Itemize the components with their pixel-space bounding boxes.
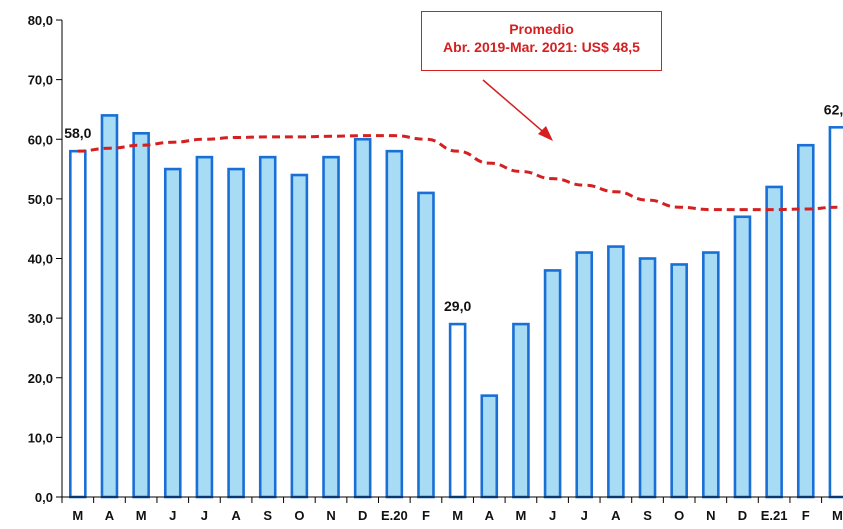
highlighted-bar	[828, 126, 843, 499]
y-tick-label: 70,0	[28, 73, 53, 88]
callout-arrow-head	[538, 126, 553, 141]
data-label: 29,0	[444, 298, 471, 314]
average-callout-box: Promedio Abr. 2019-Mar. 2021: US$ 48,5	[421, 11, 662, 71]
x-tick-label: M	[72, 508, 83, 523]
x-tick-label: S	[643, 508, 652, 523]
highlighted-bar	[69, 149, 87, 499]
bar	[796, 143, 815, 499]
y-tick-label: 50,0	[28, 192, 53, 207]
bar	[227, 167, 245, 499]
callout-arrow-line	[482, 79, 549, 137]
callout-arrow	[482, 79, 553, 141]
bar	[100, 114, 119, 499]
bar	[480, 394, 499, 499]
x-tick-label: J	[549, 508, 556, 523]
y-tick-label: 40,0	[28, 252, 53, 267]
highlighted-bar	[448, 322, 467, 499]
callout-subtitle: Abr. 2019-Mar. 2021: US$ 48,5	[443, 39, 640, 55]
x-tick-label: S	[263, 508, 272, 523]
bar	[575, 251, 594, 499]
x-tick-label: J	[201, 508, 208, 523]
x-tick-label: D	[358, 508, 367, 523]
x-tick-label: M	[516, 508, 527, 523]
x-tick-label: E.21	[761, 508, 788, 523]
bar	[163, 167, 182, 499]
x-tick-label: N	[326, 508, 335, 523]
x-tick-label: M	[832, 508, 843, 523]
x-tick-label: J	[169, 508, 176, 523]
bar	[765, 185, 783, 499]
bar	[670, 263, 688, 499]
x-tick-label: M	[136, 508, 147, 523]
data-label: 58,0	[64, 125, 91, 141]
x-tick-label: E.20	[381, 508, 408, 523]
bar	[290, 173, 309, 499]
data-labels: 58,0 29,0 62,0	[64, 101, 843, 314]
bar	[638, 257, 657, 499]
x-tick-label: M	[452, 508, 463, 523]
x-tick-label: F	[422, 508, 430, 523]
data-label: 62,0	[824, 101, 843, 117]
y-tick-label: 80,0	[28, 13, 53, 28]
x-axis: M A M J J A S O N D E.20 F M A M J J A S O N D E.21 F M	[61, 496, 843, 523]
average-line-group	[77, 134, 838, 212]
y-tick-label: 60,0	[28, 132, 53, 147]
bar	[607, 245, 625, 499]
y-tick-label: 20,0	[28, 371, 53, 386]
bar	[195, 155, 214, 499]
bar	[417, 191, 435, 499]
x-tick-label: A	[611, 508, 621, 523]
y-axis: 0,0 10,0 20,0 30,0 40,0 50,0 60,0 70,0 80,0	[28, 13, 63, 505]
bar	[132, 131, 150, 499]
y-tick-label: 0,0	[35, 490, 53, 505]
callout-title: Promedio	[509, 21, 574, 37]
x-tick-label: D	[738, 508, 747, 523]
x-tick-label: J	[581, 508, 588, 523]
bar	[512, 322, 530, 499]
bar	[322, 155, 340, 499]
bar	[543, 269, 562, 499]
bar	[353, 137, 372, 499]
x-tick-label: A	[105, 508, 115, 523]
x-tick-label: N	[706, 508, 715, 523]
x-tick-label: O	[294, 508, 304, 523]
bar	[258, 155, 277, 499]
x-tick-label: O	[674, 508, 684, 523]
bar	[385, 149, 404, 499]
bar	[733, 215, 752, 499]
y-tick-label: 10,0	[28, 430, 53, 445]
x-tick-label: A	[231, 508, 241, 523]
average-line	[77, 134, 838, 212]
y-tick-label: 30,0	[28, 311, 53, 326]
bar	[702, 251, 720, 499]
x-tick-label: F	[802, 508, 810, 523]
x-tick-label: A	[485, 508, 495, 523]
